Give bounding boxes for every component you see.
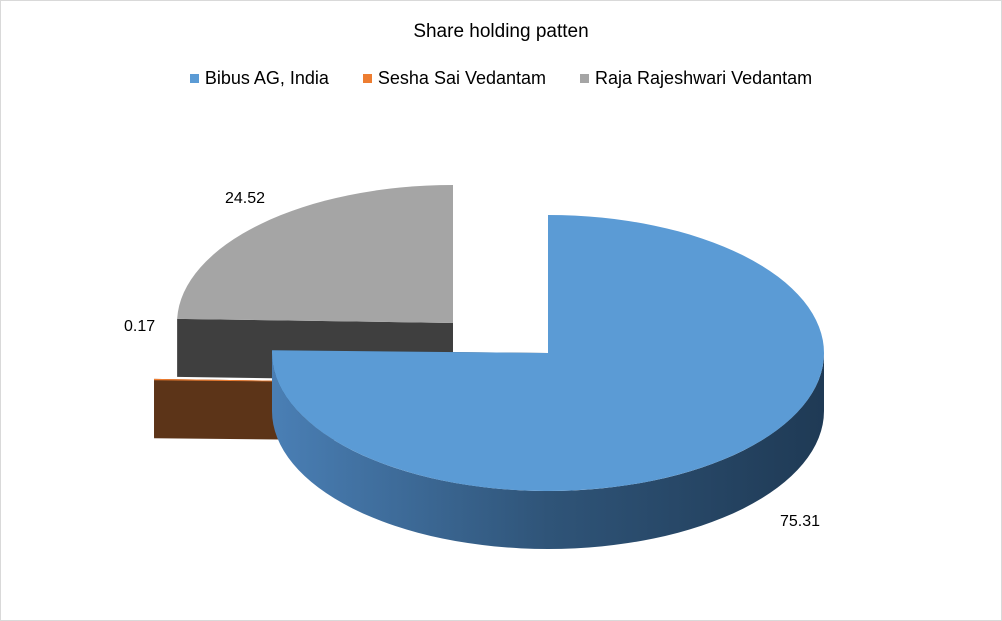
pie-slice-raja-top	[177, 185, 453, 323]
legend-swatch-raja	[580, 74, 590, 83]
legend-label-sesha: Sesha Sai Vedantam	[377, 68, 547, 88]
legend-item-bibus: Bibus AG, India	[189, 68, 329, 89]
legend-label-raja: Raja Rajeshwari Vedantam	[595, 68, 813, 88]
pie-slice-bibus	[271, 215, 824, 549]
legend-item-sesha: Sesha Sai Vedantam	[362, 68, 547, 89]
legend-swatch-bibus	[189, 74, 199, 83]
pie-slice-bibus-top	[271, 215, 824, 491]
legend-label-bibus: Bibus AG, India	[204, 68, 329, 88]
data-label-sesha: 0.17	[124, 318, 155, 335]
legend-swatch-sesha	[362, 74, 372, 83]
pie-slice-bibus-side	[272, 353, 824, 549]
legend-item-raja: Raja Rajeshwari Vedantam	[580, 68, 812, 89]
data-label-bibus: 75.31	[780, 513, 820, 530]
chart-title: Share holding patten	[413, 21, 589, 42]
legend: Bibus AG, India Sesha Sai Vedantam Raja …	[1, 68, 1001, 89]
data-label-raja: 24.52	[225, 190, 265, 207]
